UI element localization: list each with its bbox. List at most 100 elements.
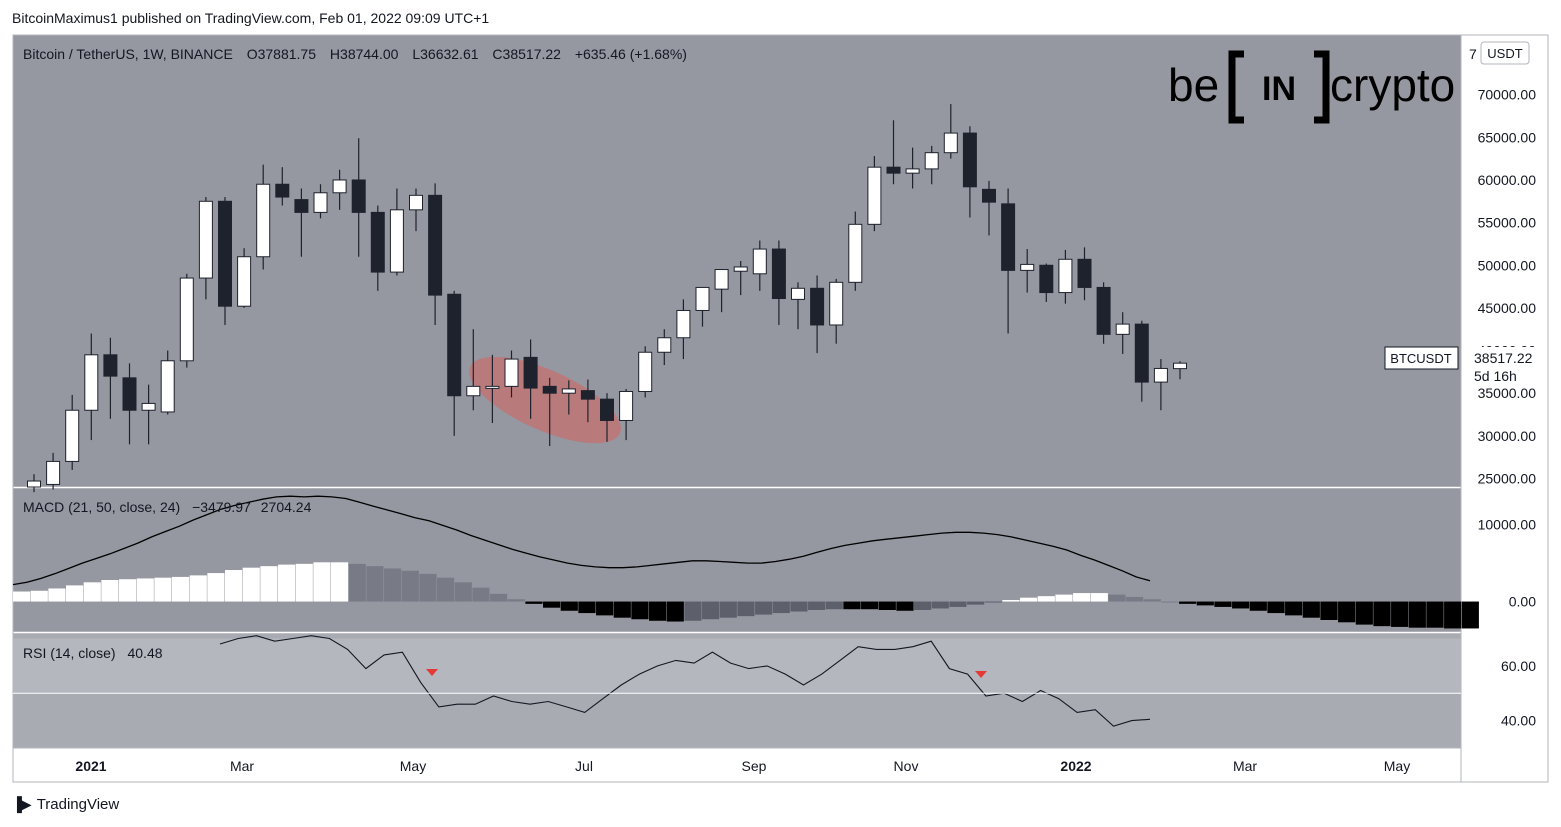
macd-histogram-bar: [1249, 601, 1267, 611]
candle-body: [122, 377, 137, 411]
candle: [580, 379, 595, 423]
candle-body: [542, 385, 557, 394]
candle: [1153, 359, 1168, 411]
macd-histogram-bar: [843, 601, 861, 610]
macd-histogram-bar: [260, 566, 278, 602]
candle: [103, 337, 118, 419]
macd-label: MACD (21, 50, close, 24): [23, 499, 180, 515]
candle-body: [1153, 367, 1168, 383]
rsi-label: RSI (14, close): [23, 645, 116, 661]
candle: [982, 180, 996, 236]
macd-histogram-bar: [825, 601, 843, 610]
macd-histogram-bar: [755, 601, 773, 615]
logo-text-right: crypto: [1330, 59, 1455, 111]
macd-histogram-bar: [1055, 594, 1073, 602]
candle: [27, 474, 41, 493]
candle: [561, 380, 576, 415]
candle: [504, 350, 519, 398]
candle: [810, 275, 825, 354]
price-tick-label: 60000.00: [1478, 172, 1537, 188]
candle-body: [905, 168, 920, 174]
time-tick-label: 2022: [1060, 758, 1091, 774]
candle-body: [237, 256, 252, 307]
macd-histogram-bar: [1373, 601, 1391, 627]
macd-histogram-bar: [596, 601, 614, 616]
candle: [1039, 263, 1054, 302]
candle-body: [676, 309, 691, 339]
candle-body: [428, 194, 443, 296]
price-tick-label: 25000.00: [1478, 470, 1537, 486]
candle-body: [179, 277, 194, 362]
macd-pane[interactable]: [13, 488, 1461, 632]
candle: [1001, 188, 1016, 334]
macd-histogram-bar: [172, 576, 190, 602]
candle: [771, 240, 786, 325]
candle: [829, 278, 844, 344]
candle-body: [523, 356, 538, 389]
macd-histogram-bar: [878, 601, 896, 610]
candle: [676, 299, 691, 360]
candle: [619, 388, 634, 441]
candle-body: [752, 248, 767, 275]
candle: [638, 346, 653, 398]
macd-histogram-bar: [1461, 601, 1479, 629]
macd-histogram-bar: [1285, 601, 1303, 616]
candle: [237, 248, 252, 308]
symbol-title: Bitcoin / TetherUS, 1W, BINANCE: [23, 46, 233, 62]
candle: [65, 394, 80, 470]
candle-body: [351, 179, 366, 213]
macd-tick-label: 10000.00: [1478, 517, 1537, 533]
candle: [867, 156, 882, 232]
macd-histogram-bar: [967, 601, 985, 605]
candle: [351, 138, 366, 257]
macd-histogram-bar: [419, 573, 437, 602]
price-pane[interactable]: [13, 35, 1461, 487]
open-value: 37881.75: [258, 46, 317, 62]
candle: [523, 339, 538, 419]
macd-histogram-bar: [154, 577, 172, 602]
candle: [428, 183, 443, 325]
candle-body: [810, 287, 825, 326]
candle: [733, 261, 748, 296]
candle: [752, 240, 767, 291]
macd-histogram-bar: [914, 601, 932, 610]
candle-body: [733, 266, 748, 272]
candle: [294, 188, 309, 257]
price-tick-label: 30000.00: [1478, 428, 1537, 444]
low-value: 36632.61: [420, 46, 479, 62]
macd-histogram-bar: [189, 575, 207, 602]
candle-body: [313, 192, 328, 213]
macd-histogram-bar: [666, 601, 684, 622]
macd-histogram-bar: [1355, 601, 1373, 625]
candle-body: [1173, 362, 1187, 370]
candle: [275, 167, 290, 206]
candle-body: [982, 188, 996, 203]
macd-histogram-bar: [1391, 601, 1409, 627]
candle-body: [867, 166, 882, 225]
tradingview-footer[interactable]: ▐▶ TradingView: [12, 796, 119, 813]
price-axis[interactable]: [1461, 35, 1548, 748]
candle: [485, 354, 500, 424]
macd-histogram-bar: [772, 601, 790, 614]
candle-body: [714, 269, 729, 290]
macd-histogram-bar: [1037, 596, 1055, 602]
svg-text:RSI (14, close) 40.48: RSI (14, close) 40.48: [23, 645, 163, 661]
candle-body: [409, 194, 423, 211]
candle-body: [218, 200, 232, 307]
candle-body: [504, 358, 519, 387]
macd-histogram-bar: [1126, 596, 1144, 602]
last-price-symbol: BTCUSDT: [1390, 351, 1451, 366]
macd-histogram-bar: [613, 601, 631, 618]
price-unit[interactable]: USDT: [1487, 46, 1522, 61]
close-value: 38517.22: [503, 46, 562, 62]
macd-histogram-bar: [101, 580, 119, 602]
candle: [791, 282, 805, 330]
candle-body: [695, 286, 710, 311]
candle: [886, 120, 901, 185]
beincrypto-logo: be IN crypto: [1168, 44, 1455, 130]
candle: [695, 286, 710, 327]
candle-body: [447, 293, 462, 397]
macd-line: [12, 495, 1151, 586]
candle: [657, 329, 672, 366]
